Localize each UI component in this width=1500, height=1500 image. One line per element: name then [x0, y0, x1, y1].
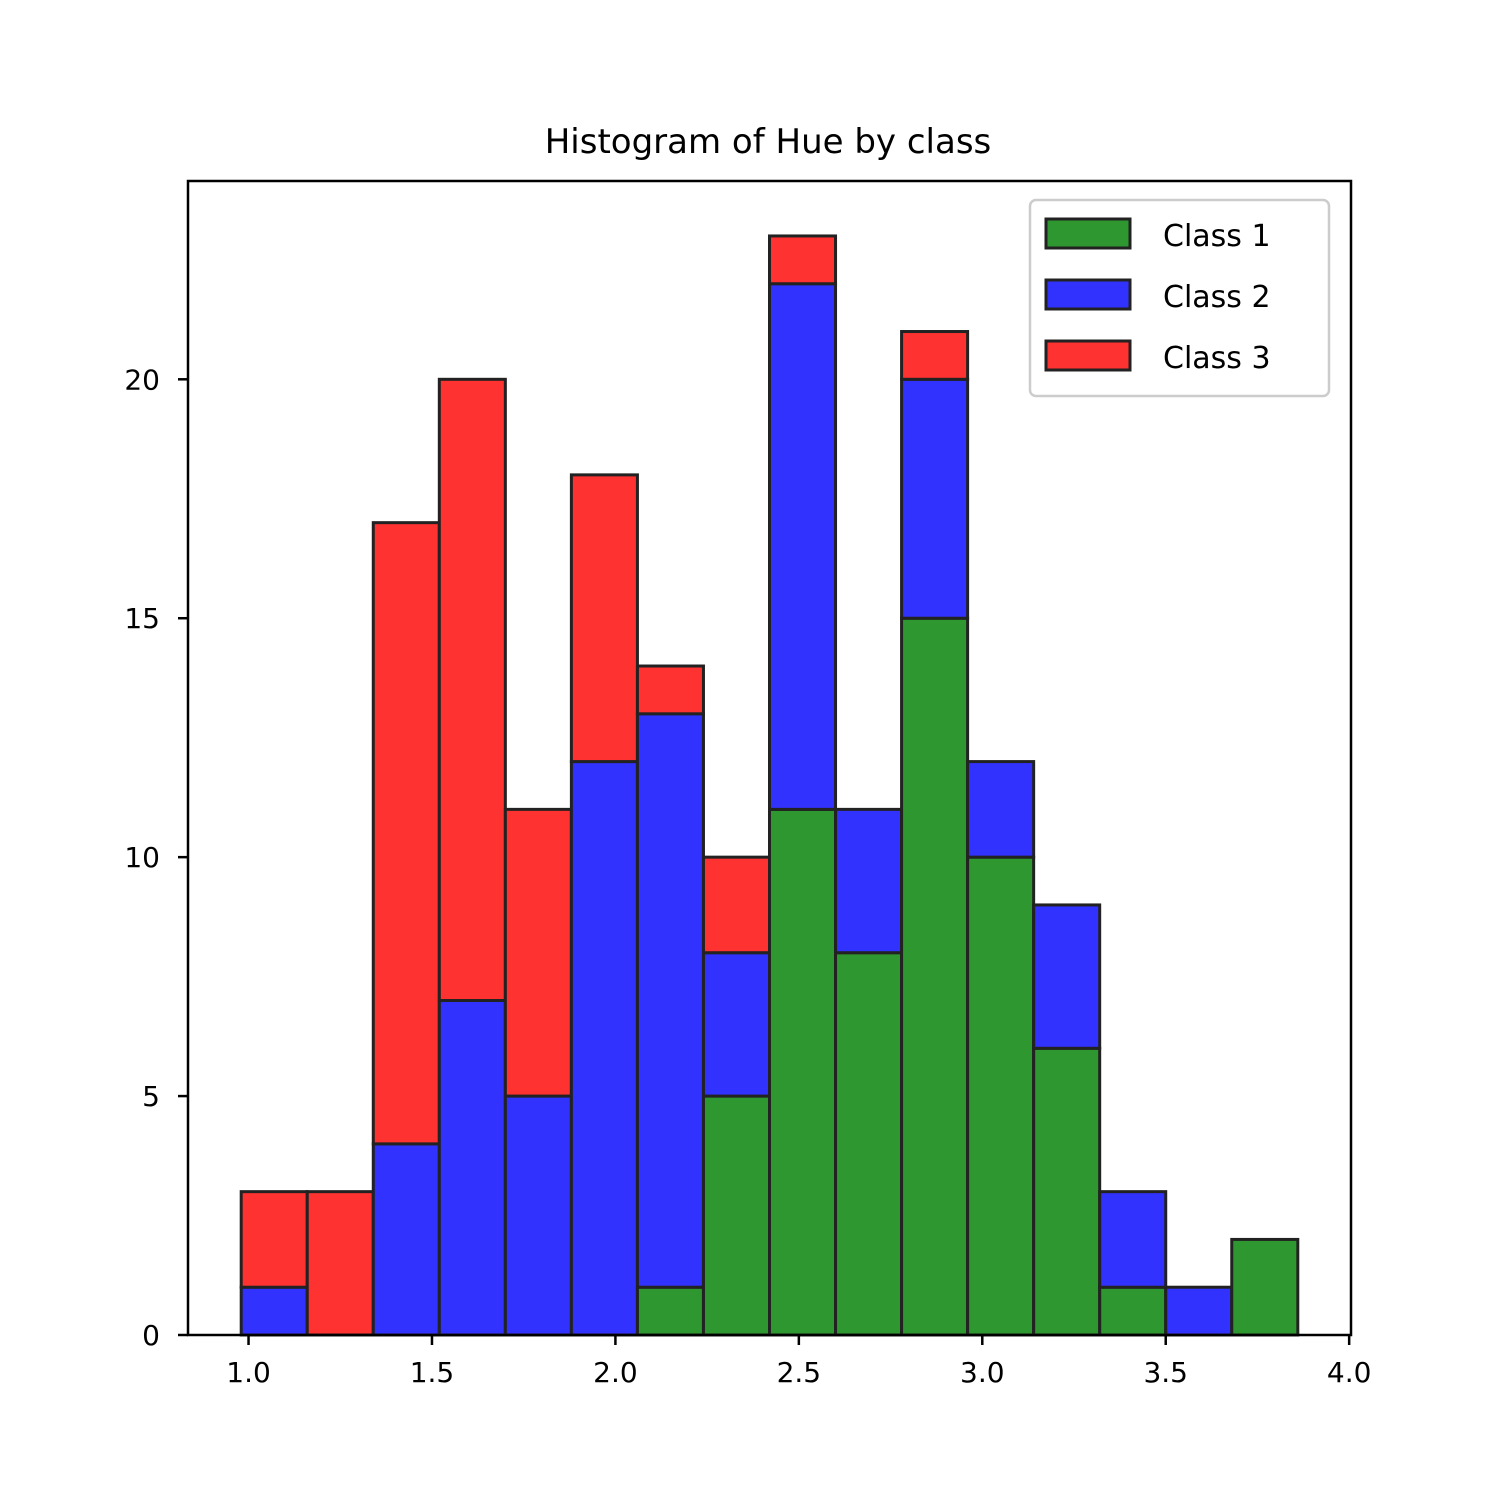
- y-tick-label: 5: [142, 1080, 160, 1113]
- bar-class-3-bin-6: [569, 473, 639, 764]
- legend-label-class-1: Class 1: [1163, 219, 1271, 254]
- bars-layer: [239, 234, 1300, 1337]
- x-tick-label: 1.5: [410, 1356, 455, 1389]
- x-tick-label: 4.0: [1327, 1356, 1372, 1389]
- bar-class-3-bin-1: [239, 1190, 309, 1289]
- axes-layer: 1.0 1.5 2.0 2.5 3.0 3.5 4.0 0 5 10 15 20: [124, 179, 1372, 1389]
- bar-class-2-bin-1: [239, 1285, 309, 1337]
- bar-class-2-bin-3: [371, 1142, 441, 1337]
- y-tick-label: 10: [124, 841, 160, 874]
- legend-label-class-3: Class 3: [1163, 341, 1271, 376]
- bar-class-3-bin-9: [768, 234, 838, 286]
- x-tick-label: 2.0: [593, 1356, 638, 1389]
- legend-swatch-class-3: [1044, 339, 1132, 372]
- bar-class-2-bin-13: [1032, 903, 1102, 1050]
- y-tick-label: 15: [124, 602, 160, 635]
- x-tick-label: 1.0: [226, 1356, 271, 1389]
- bar-class-1-bin-10: [834, 951, 904, 1337]
- bar-class-2-bin-9: [768, 282, 838, 811]
- bar-class-3-bin-8: [701, 855, 772, 955]
- x-tick-label: 3.5: [1143, 1356, 1188, 1389]
- x-tick-label: 3.0: [960, 1356, 1005, 1389]
- bar-class-3-bin-2: [305, 1190, 375, 1337]
- bar-class-2-bin-4: [437, 999, 507, 1337]
- bar-class-3-bin-3: [371, 521, 441, 1146]
- bar-class-1-bin-9: [768, 807, 838, 1337]
- bar-class-1-bin-13: [1032, 1046, 1102, 1337]
- y-tick-label: 20: [124, 363, 160, 396]
- bar-class-2-bin-14: [1098, 1190, 1168, 1289]
- bar-class-2-bin-6: [569, 760, 639, 1337]
- bar-class-3-bin-5: [503, 807, 573, 1098]
- bar-class-3-bin-7: [635, 664, 705, 716]
- bar-class-1-bin-7: [635, 1285, 705, 1337]
- bar-class-1-bin-8: [701, 1094, 772, 1337]
- bar-class-2-bin-11: [900, 377, 970, 620]
- legend-swatch-class-2: [1044, 278, 1132, 311]
- bar-class-2-bin-15: [1164, 1285, 1234, 1337]
- bar-class-2-bin-10: [834, 807, 904, 955]
- bar-class-1-bin-14: [1098, 1285, 1168, 1337]
- legend: Class 1 Class 2 Class 3: [1028, 198, 1331, 398]
- legend-label-class-2: Class 2: [1163, 280, 1271, 315]
- bar-class-3-bin-11: [900, 330, 970, 381]
- bar-class-1-bin-16: [1230, 1237, 1300, 1337]
- legend-swatch-class-1: [1044, 217, 1132, 250]
- bar-class-1-bin-12: [966, 855, 1036, 1337]
- bar-class-2-bin-7: [635, 712, 705, 1289]
- bar-class-1-bin-11: [900, 616, 970, 1337]
- bar-class-2-bin-5: [503, 1094, 573, 1337]
- x-tick-label: 2.5: [777, 1356, 822, 1389]
- bar-class-3-bin-4: [437, 377, 507, 1003]
- plot-frame: [186, 179, 1353, 1337]
- bar-class-2-bin-12: [966, 760, 1036, 859]
- chart-title: Histogram of Hue by class: [545, 122, 992, 162]
- bar-class-2-bin-8: [701, 951, 772, 1098]
- y-tick-label: 0: [142, 1319, 160, 1352]
